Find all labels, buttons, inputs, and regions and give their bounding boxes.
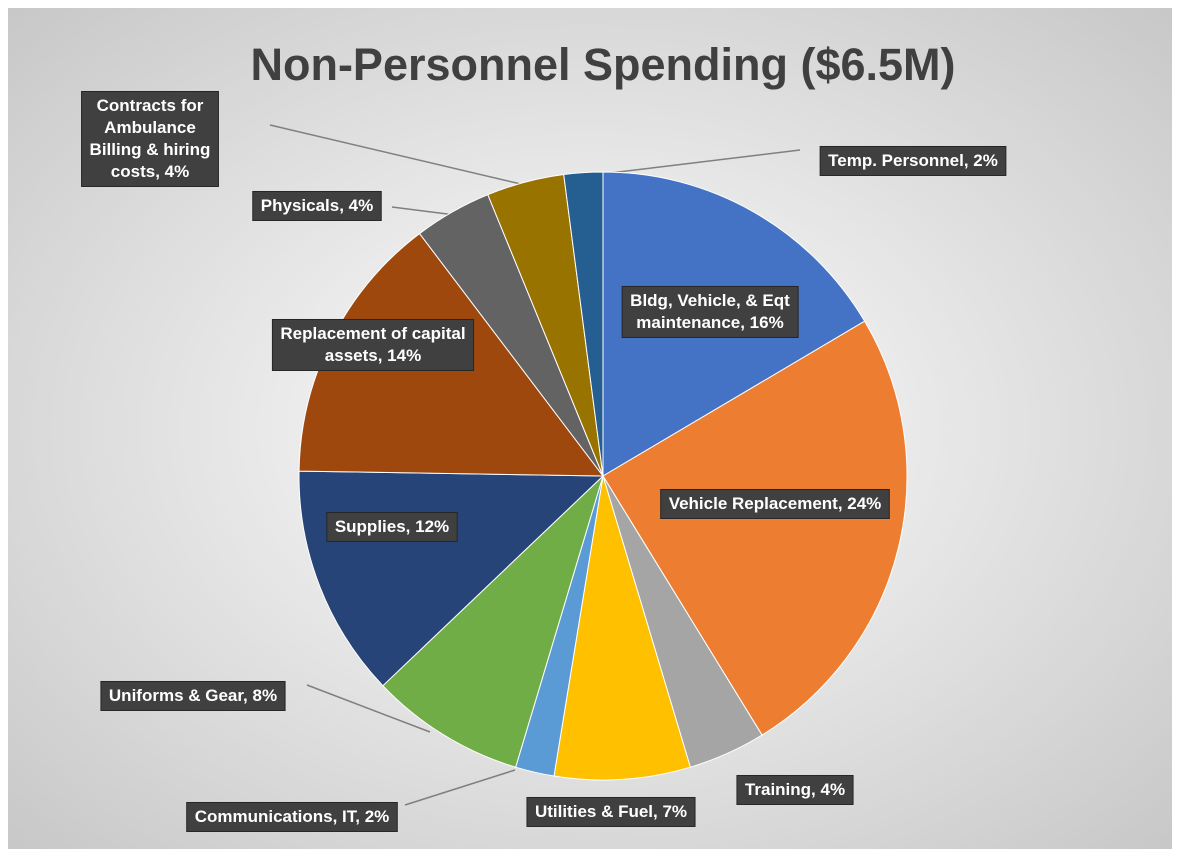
leader-line bbox=[306, 684, 431, 733]
data-label-text: Replacement of capital assets, 14% bbox=[280, 324, 465, 365]
leader-line bbox=[391, 206, 456, 216]
label-box bbox=[271, 318, 475, 371]
pie bbox=[298, 171, 908, 781]
data-label: Replacement of capital assets, 14% bbox=[271, 318, 475, 371]
label-box bbox=[186, 801, 398, 832]
data-label: Training, 4% bbox=[736, 774, 854, 805]
data-label-text: Utilities & Fuel, 7% bbox=[535, 802, 687, 821]
label-box bbox=[621, 285, 799, 338]
label-box bbox=[736, 774, 854, 805]
pie-slice bbox=[382, 474, 605, 768]
label-box bbox=[526, 796, 696, 827]
label-box bbox=[326, 511, 458, 542]
chart-title: Non-Personnel Spending ($6.5M) bbox=[250, 39, 955, 90]
data-label-text: Physicals, 4% bbox=[261, 196, 373, 215]
data-label-text: Temp. Personnel, 2% bbox=[828, 151, 998, 170]
data-label: Vehicle Replacement, 24% bbox=[660, 488, 890, 519]
data-label-text: Contracts for Ambulance Billing & hiring co… bbox=[90, 96, 211, 181]
data-label: Physicals, 4% bbox=[252, 190, 382, 221]
label-box bbox=[660, 488, 890, 519]
data-labels: Bldg, Vehicle, & Eqt maintenance, 16% Vehi… bbox=[81, 90, 1007, 832]
label-box bbox=[252, 190, 382, 221]
data-label: Bldg, Vehicle, & Eqt maintenance, 16% bbox=[621, 285, 799, 338]
data-label-text: Vehicle Replacement, 24% bbox=[669, 494, 882, 513]
leader-line bbox=[584, 149, 801, 177]
label-box bbox=[81, 90, 219, 187]
leader-line bbox=[269, 124, 526, 186]
data-label: Supplies, 12% bbox=[326, 511, 458, 542]
data-label: Uniforms & Gear, 8% bbox=[100, 680, 286, 711]
leader-lines bbox=[269, 124, 801, 806]
data-label-text: Bldg, Vehicle, & Eqt maintenance, 16% bbox=[630, 291, 790, 332]
data-label: Contracts for Ambulance Billing & hiring co… bbox=[81, 90, 219, 187]
data-label-text: Uniforms & Gear, 8% bbox=[109, 686, 277, 705]
pie-slice bbox=[563, 171, 604, 477]
label-box bbox=[100, 680, 286, 711]
data-label-text: Training, 4% bbox=[745, 780, 845, 799]
label-box bbox=[819, 145, 1007, 176]
data-label-text: Supplies, 12% bbox=[335, 517, 449, 536]
data-label: Communications, IT, 2% bbox=[186, 801, 398, 832]
pie-slice bbox=[602, 320, 908, 736]
data-label: Utilities & Fuel, 7% bbox=[526, 796, 696, 827]
leader-line bbox=[404, 769, 516, 806]
data-label: Temp. Personnel, 2% bbox=[819, 145, 1007, 176]
pie-slice bbox=[553, 475, 691, 781]
data-label-text: Communications, IT, 2% bbox=[195, 807, 390, 826]
